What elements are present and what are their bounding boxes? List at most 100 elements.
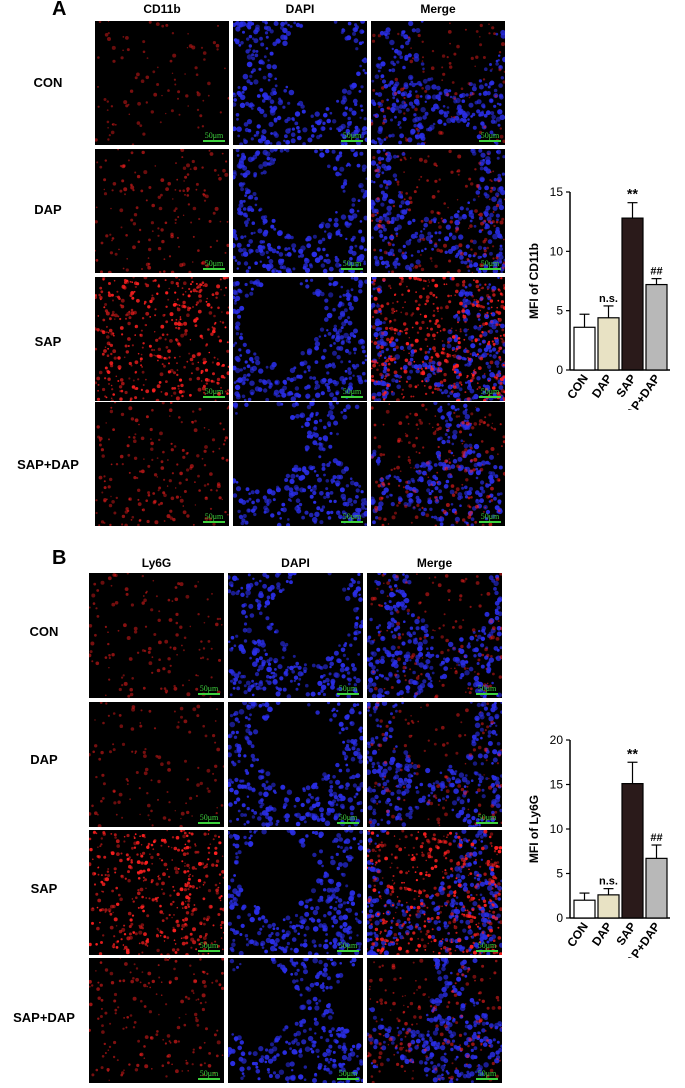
row-label-dap: DAP xyxy=(34,202,62,217)
scale-bar-label: 50μm xyxy=(204,512,224,521)
micrograph-blue-sap: 50μm xyxy=(228,830,363,955)
micrograph-merge-con: 50μm xyxy=(367,573,502,698)
bar-con xyxy=(573,326,596,371)
y-axis-label: MFI of Ly6G xyxy=(527,795,541,863)
scale-bar-label: 50μm xyxy=(477,684,497,693)
micrograph-blue-dap: 50μm xyxy=(233,149,367,273)
micrograph-blue-dap: 50μm xyxy=(228,702,363,827)
scale-bar: 50μm xyxy=(203,131,225,142)
row-label-con-b: CON xyxy=(29,624,59,639)
scale-bar: 50μm xyxy=(479,512,501,523)
row-label-dap-b: DAP xyxy=(30,752,58,767)
scale-bar-line xyxy=(203,396,225,398)
scale-bar-line xyxy=(341,396,363,398)
scale-bar: 50μm xyxy=(203,259,225,270)
scale-bar-label: 50μm xyxy=(480,259,500,268)
scale-bar-line xyxy=(476,1078,498,1080)
bar-sap xyxy=(621,783,644,919)
y-tick-label: 15 xyxy=(550,778,564,792)
x-tick-label: DAP xyxy=(589,372,615,401)
scale-bar-label: 50μm xyxy=(204,259,224,268)
micrograph-blue-sap: 50μm xyxy=(233,277,367,401)
scale-bar-line xyxy=(479,140,501,142)
scale-bar: 50μm xyxy=(337,1069,359,1080)
scale-bar: 50μm xyxy=(337,684,359,695)
micrograph-red-sap-dap: 50μm xyxy=(89,958,224,1083)
y-axis-label: MFI of CD11b xyxy=(527,243,541,319)
scale-bar-label: 50μm xyxy=(199,941,219,950)
scale-bar-line xyxy=(479,396,501,398)
scale-bar: 50μm xyxy=(203,512,225,523)
scale-bar: 50μm xyxy=(337,941,359,952)
panel-letter-a: A xyxy=(52,0,67,20)
scale-bar-line xyxy=(203,268,225,270)
micrograph-merge-dap: 50μm xyxy=(367,702,502,827)
column-header-dapi-b: DAPI xyxy=(281,556,310,570)
scale-bar: 50μm xyxy=(476,813,498,824)
micrograph-blue-con: 50μm xyxy=(233,21,367,145)
scale-bar-line xyxy=(198,693,220,695)
scale-bar: 50μm xyxy=(341,131,363,142)
significance-label: n.s. xyxy=(599,293,618,305)
micrograph-merge-sap-dap: 50μm xyxy=(371,402,505,526)
bar-sap-dap xyxy=(645,857,668,919)
scale-bar-label: 50μm xyxy=(338,1069,358,1078)
micrograph-merge-dap: 50μm xyxy=(371,149,505,273)
significance-label: ## xyxy=(650,266,662,278)
scale-bar-line xyxy=(479,268,501,270)
bar-sap xyxy=(621,217,644,371)
scale-bar-line xyxy=(203,140,225,142)
micrograph-red-con: 50μm xyxy=(89,573,224,698)
y-tick-label: 5 xyxy=(556,304,563,318)
scale-bar: 50μm xyxy=(203,387,225,398)
scale-bar-label: 50μm xyxy=(480,387,500,396)
scale-bar-line xyxy=(341,521,363,523)
scale-bar: 50μm xyxy=(341,512,363,523)
row-label-sap: SAP xyxy=(34,334,62,349)
scale-bar-label: 50μm xyxy=(204,387,224,396)
scale-bar-label: 50μm xyxy=(338,813,358,822)
scale-bar: 50μm xyxy=(479,259,501,270)
scale-bar: 50μm xyxy=(479,387,501,398)
micrograph-red-dap: 50μm xyxy=(89,702,224,827)
y-tick-label: 0 xyxy=(556,911,563,925)
micrograph-red-dap: 50μm xyxy=(95,149,229,273)
scale-bar-line xyxy=(337,1078,359,1080)
micrograph-merge-sap: 50μm xyxy=(367,830,502,955)
y-tick-label: 20 xyxy=(550,733,564,747)
scale-bar-line xyxy=(476,950,498,952)
x-tick-label: CON xyxy=(564,372,591,402)
scale-bar-label: 50μm xyxy=(338,941,358,950)
scale-bar-line xyxy=(198,1078,220,1080)
scale-bar-label: 50μm xyxy=(199,813,219,822)
y-tick-label: 10 xyxy=(550,244,564,258)
scale-bar-label: 50μm xyxy=(480,131,500,140)
column-header-cd11b: CD11b xyxy=(143,2,181,16)
column-header-merge-b: Merge xyxy=(416,556,453,570)
scale-bar-label: 50μm xyxy=(477,1069,497,1078)
scale-bar-label: 50μm xyxy=(199,684,219,693)
scale-bar-line xyxy=(337,822,359,824)
micrograph-red-sap: 50μm xyxy=(95,277,229,401)
scale-bar-label: 50μm xyxy=(342,387,362,396)
y-tick-label: 10 xyxy=(550,822,564,836)
micrograph-merge-con: 50μm xyxy=(371,21,505,145)
scale-bar-line xyxy=(337,693,359,695)
scale-bar: 50μm xyxy=(476,684,498,695)
scale-bar-label: 50μm xyxy=(204,131,224,140)
significance-label: n.s. xyxy=(599,876,618,888)
scale-bar: 50μm xyxy=(476,1069,498,1080)
micrograph-merge-sap: 50μm xyxy=(371,277,505,401)
row-label-sap-b: SAP xyxy=(30,881,58,896)
row-label-con: CON xyxy=(33,75,63,90)
y-tick-label: 0 xyxy=(556,363,563,377)
scale-bar-label: 50μm xyxy=(477,941,497,950)
column-header-merge: Merge xyxy=(420,2,456,16)
scale-bar: 50μm xyxy=(341,259,363,270)
scale-bar-label: 50μm xyxy=(338,684,358,693)
bar-con xyxy=(573,899,596,919)
micrograph-blue-sap-dap: 50μm xyxy=(228,958,363,1083)
x-tick-label: DAP xyxy=(589,920,615,949)
scale-bar-line xyxy=(476,693,498,695)
